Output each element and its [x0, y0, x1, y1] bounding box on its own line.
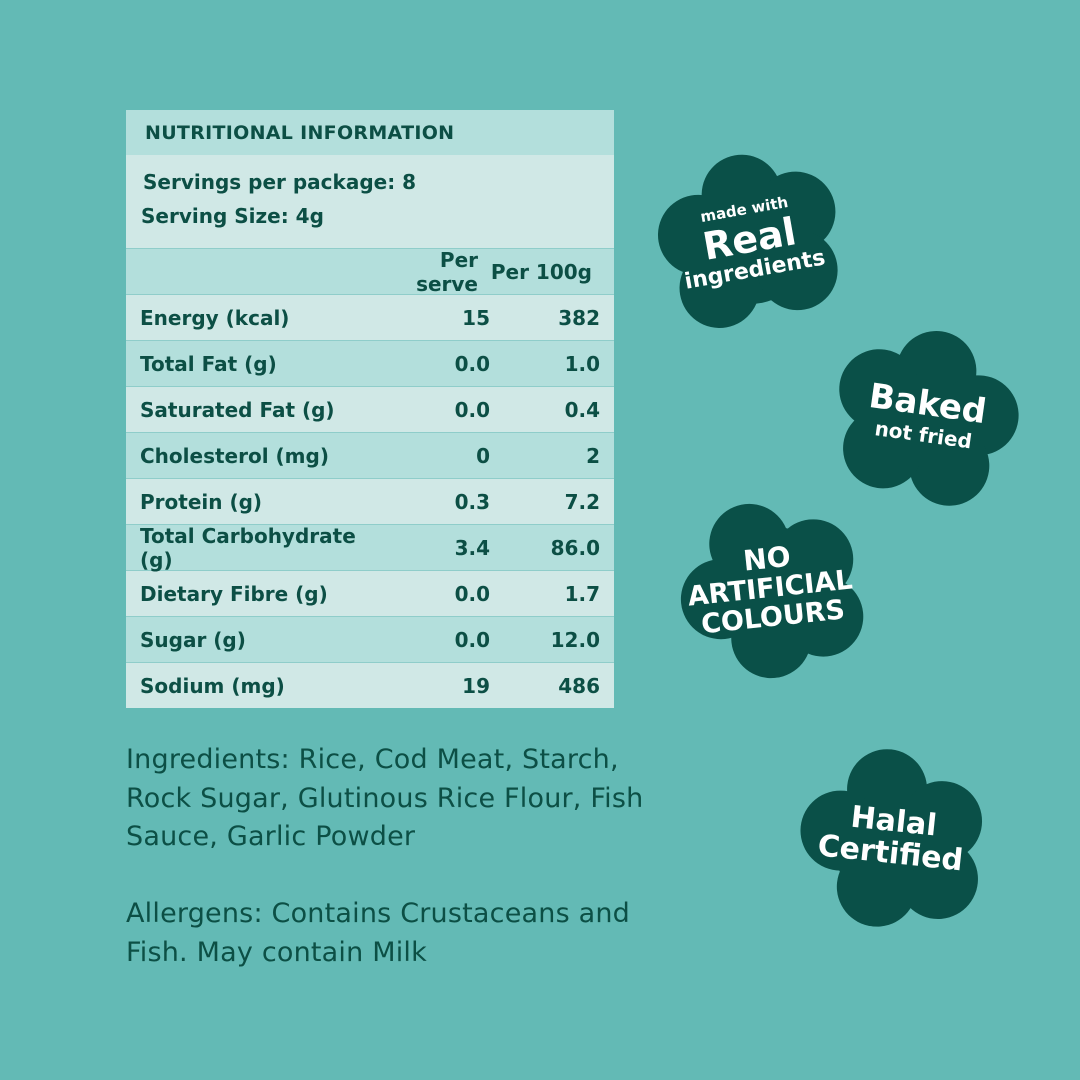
per-serve-value: 0.0	[454, 351, 490, 376]
badge-real-ingredients: made with Real ingredients	[636, 136, 864, 348]
nutrition-panel: NUTRITIONAL INFORMATION Servings per pac…	[126, 110, 614, 708]
table-row: Saturated Fat (g) 0.0 0.4	[126, 386, 614, 432]
per-serve-value: 0.0	[454, 397, 490, 422]
flower-badge-icon	[839, 331, 1019, 506]
table-row: Total Fat (g) 0.0 1.0	[126, 340, 614, 386]
per-serve-value: 0.3	[454, 489, 490, 514]
servings-per-package: Servings per package: 8	[143, 170, 417, 194]
nutrient-name: Protein (g)	[140, 489, 263, 514]
flower-badge-icon	[657, 154, 838, 328]
per-100g-value: 1.7	[564, 581, 600, 606]
table-header: Per serve Per 100g	[126, 247, 614, 296]
servings-info: Servings per package: 8 Serving Size: 4g	[126, 155, 614, 248]
badge-baked: Baked not fried	[814, 313, 1037, 519]
flower-badge-icon	[800, 749, 983, 927]
table-row: Dietary Fibre (g) 0.0 1.7	[126, 570, 614, 616]
per-100g-value: 2	[586, 443, 600, 468]
per-100g-value: 486	[558, 673, 600, 698]
per-serve-value: 0.0	[454, 627, 490, 652]
badge-halal-line2: Certified	[816, 828, 965, 879]
serving-size: Serving Size: 4g	[141, 204, 324, 228]
table-row: Cholesterol (mg) 0 2	[126, 432, 614, 478]
nutrient-name: Total Fat (g)	[140, 351, 277, 376]
table-row: Sugar (g) 0.0 12.0	[126, 616, 614, 662]
col-per-serve: Per serve	[416, 247, 478, 296]
per-serve-value: 19	[462, 673, 490, 698]
per-100g-value: 0.4	[564, 397, 600, 422]
col-per-100g: Per 100g	[490, 259, 592, 284]
table-row: Protein (g) 0.3 7.2	[126, 478, 614, 524]
nutrient-name: Sodium (mg)	[140, 673, 285, 698]
badge-no-artificial-colours: NO ARTIFICIAL COLOURS	[661, 488, 879, 688]
nutrient-name: Saturated Fat (g)	[140, 397, 335, 422]
per-100g-value: 86.0	[550, 535, 600, 560]
per-100g-value: 7.2	[564, 489, 600, 514]
nutrient-name: Energy (kcal)	[140, 305, 290, 330]
per-serve-value: 0.0	[454, 581, 490, 606]
table-row: Total Carbohydrate (g) 3.4 86.0	[126, 523, 614, 572]
table-row: Energy (kcal) 15 382	[126, 294, 614, 340]
nutrient-name: Total Carbohydrate (g)	[140, 523, 356, 572]
nutrient-name: Dietary Fibre (g)	[140, 581, 328, 606]
badge-halal-certified: Halal Certified	[783, 738, 1001, 938]
per-100g-value: 382	[558, 305, 600, 330]
per-serve-value: 15	[462, 305, 490, 330]
flower-badge-icon	[680, 503, 864, 679]
allergens-text: Allergens: Contains Crustaceans and Fish…	[126, 898, 631, 968]
per-100g-value: 12.0	[550, 627, 600, 652]
panel-title: NUTRITIONAL INFORMATION	[126, 110, 614, 155]
per-serve-value: 0	[476, 443, 490, 468]
per-serve-value: 3.4	[454, 535, 490, 560]
table-row: Sodium (mg) 19 486	[126, 662, 614, 708]
nutrient-name: Sugar (g)	[140, 627, 246, 652]
per-100g-value: 1.0	[564, 351, 600, 376]
ingredients-text: Ingredients: Rice, Cod Meat, Starch, Roc…	[126, 744, 644, 852]
nutrient-name: Cholesterol (mg)	[140, 443, 329, 468]
